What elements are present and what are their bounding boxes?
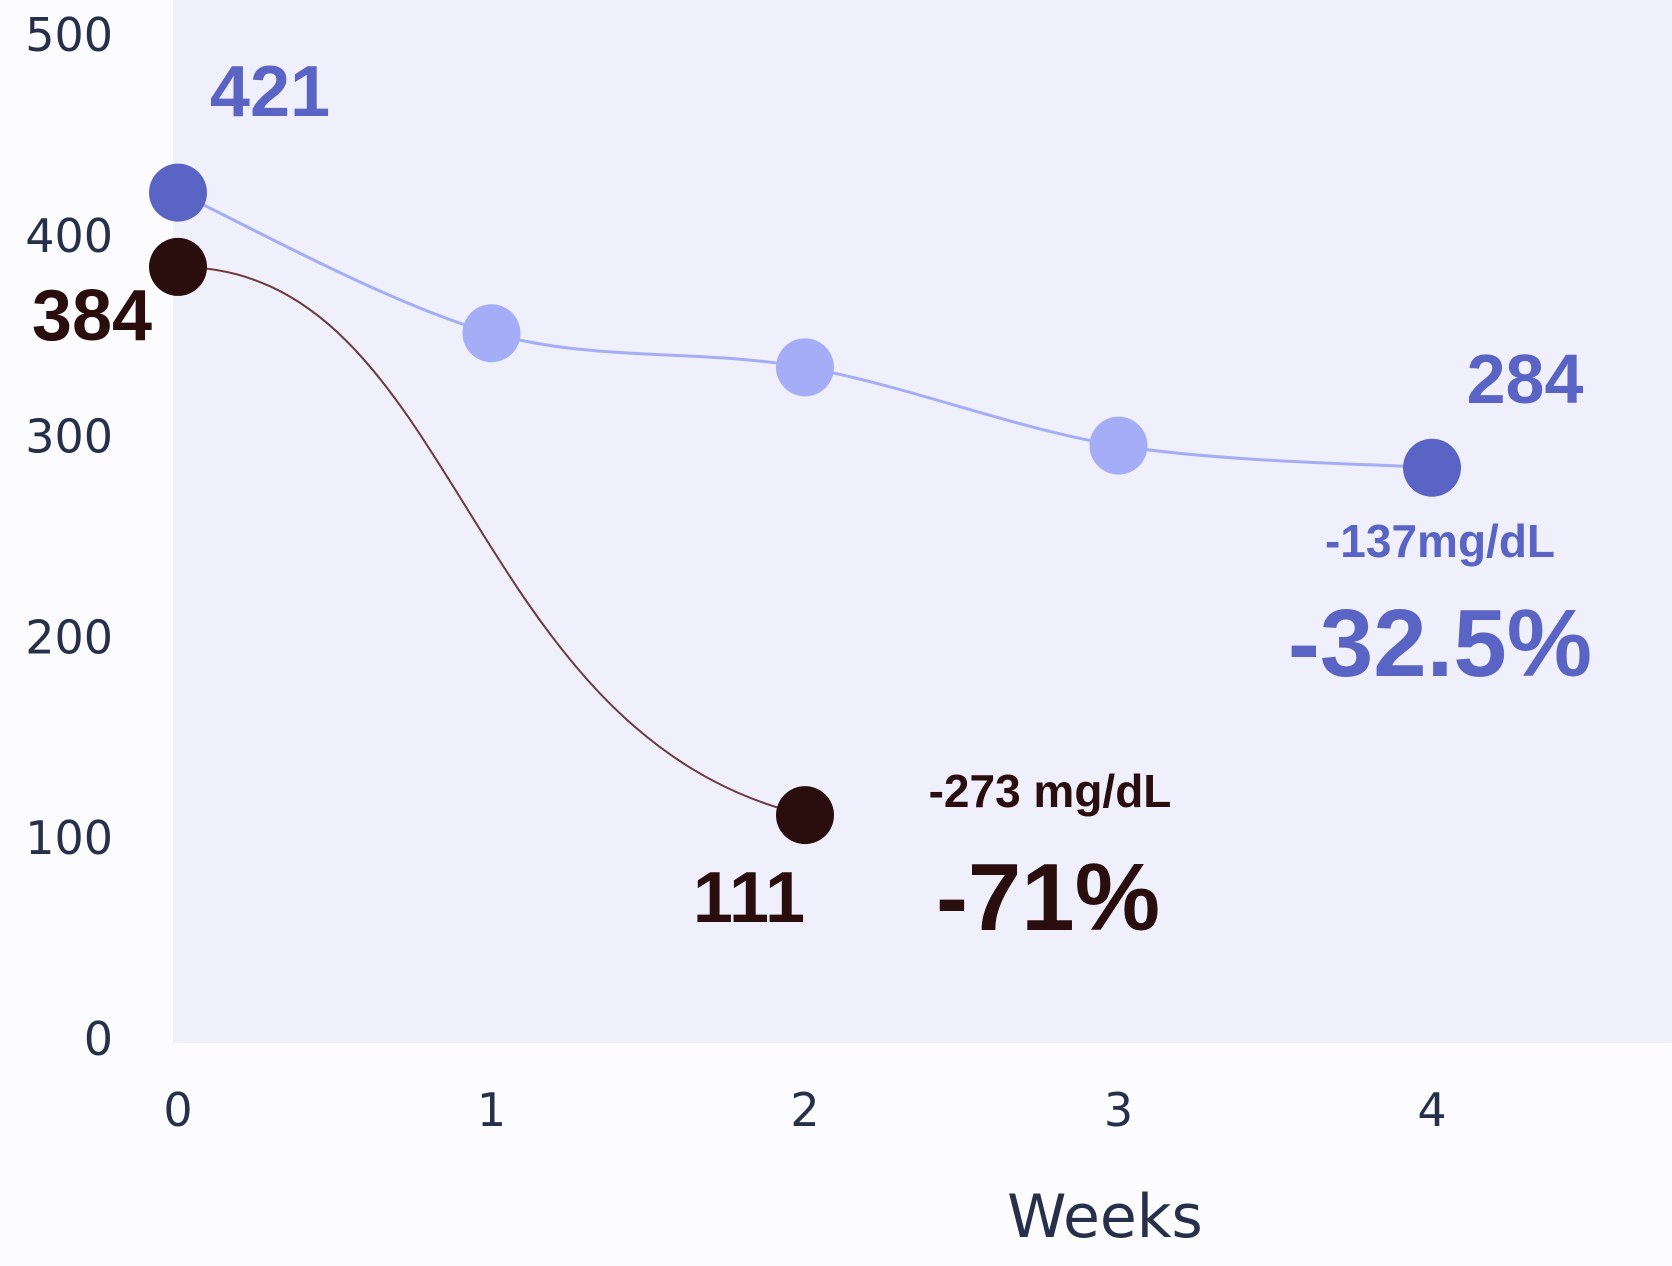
label-minus-137-mgdl: -137mg/dL	[1325, 515, 1555, 567]
data-point	[149, 163, 207, 222]
series-line	[177, 265, 806, 817]
x-tick-label: 3	[1104, 1083, 1133, 1137]
y-tick-label: 200	[25, 610, 113, 664]
x-tick-label: 4	[1417, 1083, 1446, 1137]
label-minus-32-5-percent: -32.5%	[1288, 590, 1592, 697]
data-point	[776, 786, 834, 845]
label-421: 421	[210, 52, 330, 132]
x-axis-ticks: 0 1 2 3 4	[163, 1083, 1446, 1137]
y-axis-ticks: 0 100 200 300 400 500	[25, 8, 113, 1066]
data-point	[1089, 416, 1148, 475]
data-point	[1403, 438, 1461, 497]
x-tick-label: 1	[477, 1083, 506, 1137]
label-111: 111	[693, 858, 805, 938]
y-tick-label: 500	[25, 8, 113, 62]
x-axis-label: Weeks	[1007, 1182, 1203, 1252]
x-tick-label: 0	[163, 1083, 192, 1137]
data-point	[149, 237, 207, 296]
series-points	[149, 163, 1461, 845]
y-tick-label: 100	[25, 811, 113, 865]
label-284: 284	[1467, 340, 1584, 418]
data-point	[776, 338, 834, 397]
y-tick-label: 300	[25, 410, 113, 464]
x-tick-label: 2	[790, 1083, 819, 1137]
label-minus-71-percent: -71%	[936, 844, 1160, 951]
plot-background	[173, 0, 1672, 1043]
y-tick-label: 0	[84, 1012, 113, 1066]
label-minus-273-mgdl: -273 mg/dL	[929, 765, 1172, 817]
y-tick-label: 400	[25, 209, 113, 263]
label-384: 384	[32, 276, 152, 356]
data-point	[462, 304, 521, 363]
